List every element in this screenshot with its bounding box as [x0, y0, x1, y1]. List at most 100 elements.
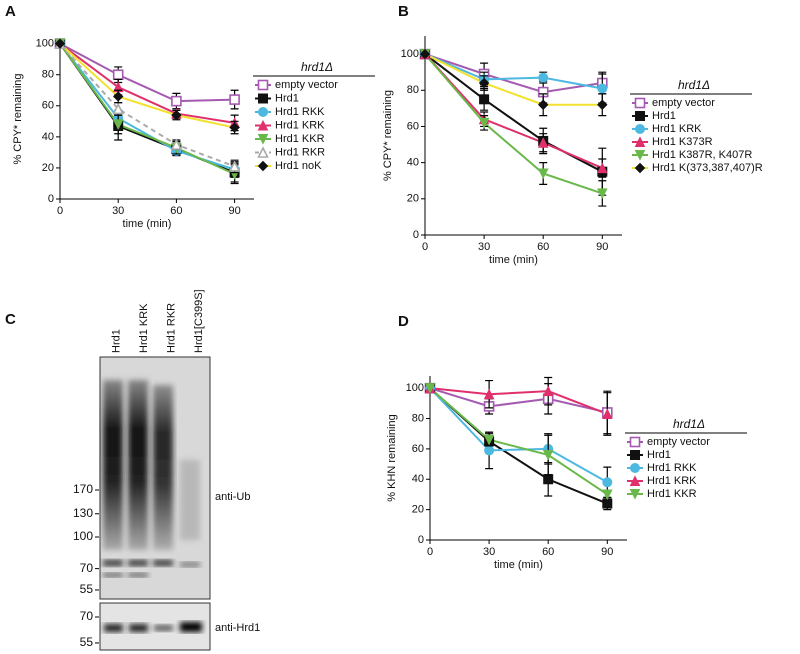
marker — [112, 119, 124, 131]
marker — [112, 69, 124, 81]
y-axis-label: % CPY* remaining — [12, 73, 24, 164]
x-tick-label: 60 — [537, 241, 549, 253]
mw-label: 55 — [80, 582, 94, 596]
marker — [479, 94, 490, 105]
legend-label: Hrd1 KKR — [647, 488, 697, 500]
y-tick-label: 100 — [401, 48, 419, 60]
marker — [54, 38, 66, 49]
marker — [596, 162, 608, 174]
series-line — [424, 53, 603, 169]
marker — [629, 489, 641, 500]
series-line — [429, 387, 608, 484]
marker — [538, 72, 549, 83]
line-chart: D 0 20 40 60 80 100 0 30 60 90 time (min) % KHN rema… — [386, 313, 747, 571]
x-tick-label: 90 — [596, 241, 608, 253]
x-tick-label: 30 — [483, 546, 495, 558]
line-chart: B 0 20 40 60 80 100 0 30 60 90 time (min) % CPY* rem… — [382, 3, 763, 266]
series-line — [59, 42, 235, 103]
marker — [601, 408, 613, 419]
marker — [543, 474, 554, 485]
legend-label: empty vector — [652, 97, 715, 109]
x-axis-label: time (min) — [494, 559, 543, 571]
marker — [171, 109, 182, 121]
series-line — [59, 43, 236, 176]
marker — [257, 160, 269, 172]
x-tick-label: 30 — [478, 241, 490, 253]
antibody-label: anti-Ub — [215, 491, 250, 503]
panel-label: D — [398, 313, 409, 330]
marker — [634, 136, 646, 147]
legend-label: Hrd1 KKR — [275, 133, 325, 145]
marker — [629, 475, 641, 486]
x-tick-label: 0 — [422, 241, 428, 253]
marker — [597, 83, 608, 94]
x-axis-label: time (min) — [489, 254, 538, 266]
legend-label: Hrd1 RKK — [275, 106, 325, 118]
y-tick-label: 0 — [48, 193, 54, 205]
marker — [635, 124, 645, 134]
legend-title: hrd1Δ — [678, 78, 710, 92]
marker — [630, 463, 640, 473]
legend-label: empty vector — [275, 79, 338, 91]
panel-label: A — [5, 3, 16, 20]
marker — [537, 168, 549, 180]
marker — [258, 107, 268, 117]
marker — [596, 188, 608, 200]
y-tick-label: 20 — [42, 162, 54, 174]
marker — [258, 93, 268, 104]
marker — [542, 449, 554, 461]
legend-label: Hrd1 — [275, 92, 299, 104]
series-line — [59, 42, 235, 168]
series-line — [429, 387, 608, 496]
marker — [537, 137, 549, 148]
series-line — [424, 53, 603, 94]
series-line — [424, 53, 603, 90]
marker — [630, 450, 640, 460]
marker — [257, 146, 269, 158]
y-tick-label: 40 — [412, 473, 424, 485]
blot-art — [99, 356, 211, 651]
y-axis-label: % CPY* remaining — [382, 90, 394, 181]
lane-label: Hrd1 KRK — [138, 303, 150, 353]
marker — [257, 79, 269, 91]
y-tick-label: 40 — [42, 131, 54, 143]
marker — [112, 91, 124, 102]
x-tick-label: 60 — [542, 546, 554, 558]
x-tick-label: 90 — [601, 546, 613, 558]
marker — [171, 95, 182, 107]
marker — [229, 122, 240, 133]
y-tick-label: 40 — [407, 157, 419, 169]
legend-label: Hrd1 K(373,387,407)R — [652, 162, 763, 174]
legend-title: hrd1Δ — [301, 60, 333, 74]
marker — [257, 134, 269, 145]
y-tick-label: 100 — [406, 382, 424, 394]
marker — [634, 162, 646, 174]
marker — [484, 445, 495, 456]
blot: C Hrd1 Hrd1 KRK Hrd1 RKR Hrd1[C399S] 170 130 10… — [5, 289, 260, 649]
legend-label: Hrd1 K387R, K407R — [652, 149, 752, 161]
marker — [635, 111, 645, 121]
y-tick-label: 80 — [407, 84, 419, 96]
lane-label: Hrd1 — [111, 329, 123, 353]
series-line — [429, 387, 608, 415]
marker — [634, 150, 646, 161]
legend-label: Hrd1 KRK — [652, 123, 702, 135]
mw-label: 55 — [80, 635, 94, 649]
mw-label: 170 — [73, 482, 93, 496]
panel-label: C — [5, 311, 16, 328]
x-axis-label: time (min) — [123, 218, 172, 230]
y-tick-label: 0 — [413, 229, 419, 241]
marker — [629, 436, 641, 448]
legend-label: Hrd1 KRK — [647, 475, 697, 487]
marker — [229, 94, 240, 105]
series-line — [429, 387, 608, 414]
lane-label: Hrd1[C399S] — [193, 289, 205, 353]
marker — [602, 477, 613, 488]
y-tick-label: 80 — [412, 412, 424, 424]
y-tick-label: 20 — [412, 504, 424, 516]
x-tick-label: 90 — [228, 205, 240, 217]
mw-label: 70 — [80, 609, 94, 623]
legend-label: empty vector — [647, 436, 710, 448]
legend-label: Hrd1 RKR — [275, 146, 325, 158]
